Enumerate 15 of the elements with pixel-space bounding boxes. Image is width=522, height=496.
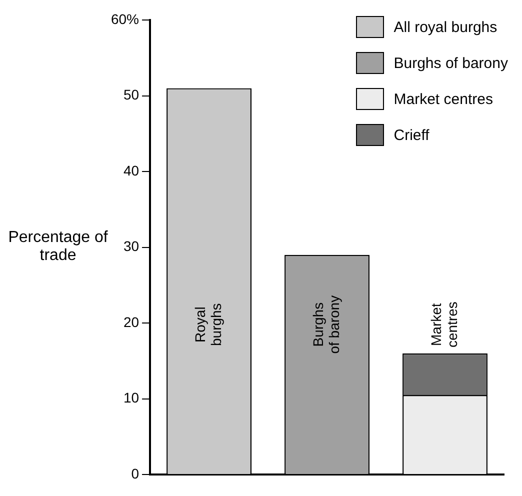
y-axis-title: Percentage of trade (8, 229, 108, 265)
y-tick-label: 10 (123, 390, 140, 406)
legend-label: All royal burghs (394, 18, 498, 36)
y-tick-label: 30 (123, 238, 140, 254)
legend-label: Crieff (394, 126, 430, 144)
x-tick-label: Market centres (428, 302, 460, 348)
y-tick-label: 50 (123, 86, 140, 103)
y-tick-label: 20 (123, 314, 140, 330)
x-tick-label: Royal burghs (192, 303, 224, 346)
y-tick-label: 60% (110, 10, 140, 27)
y-tick-label: 0 (131, 465, 140, 482)
legend-label: Burghs of barony (394, 54, 508, 72)
y-tick-label: 40 (123, 162, 140, 178)
legend-label: Market centres (394, 90, 493, 108)
x-tick-label: Burghs of barony (310, 295, 342, 354)
